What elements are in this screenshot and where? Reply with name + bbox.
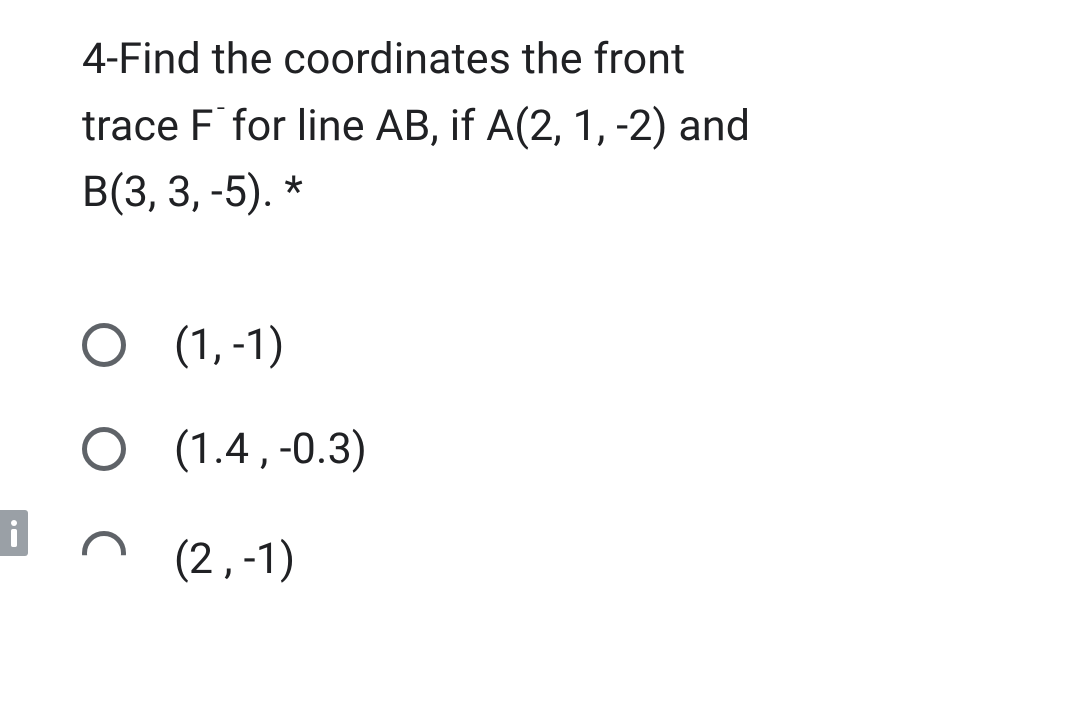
- option-3[interactable]: (2 , -1): [82, 528, 1002, 578]
- important-chip[interactable]: [0, 510, 28, 556]
- form-question-page: 4-Find the coordinates the front trace F…: [0, 0, 1080, 707]
- question-block: 4-Find the coordinates the front trace F…: [82, 26, 1002, 226]
- option-label: (2 , -1): [174, 534, 295, 584]
- radio-icon: [82, 531, 126, 575]
- option-2[interactable]: (1.4 , -0.3): [82, 424, 1002, 474]
- exclamation-bar-icon: [11, 529, 17, 547]
- options-group: (1, -1) (1.4 , -0.3) (2 , -1): [82, 320, 1002, 578]
- option-1[interactable]: (1, -1): [82, 320, 1002, 370]
- question-text: 4-Find the coordinates the front trace F…: [82, 26, 1002, 226]
- radio-icon: [82, 427, 126, 471]
- option-label: (1, -1): [174, 320, 284, 370]
- exclamation-dot-icon: [11, 520, 17, 526]
- required-mark: *: [284, 167, 303, 217]
- question-line-1: 4-Find the coordinates the front: [82, 34, 685, 84]
- radio-icon: [82, 323, 126, 367]
- question-line-2-rest: for line AB, if A(2, 1, -2) and: [221, 101, 750, 151]
- question-line-2-prefix: trace F: [82, 101, 214, 151]
- option-label: (1.4 , -0.3): [174, 424, 367, 474]
- question-line-3: B(3, 3, -5).: [82, 167, 284, 217]
- question-sup: ̄: [214, 101, 221, 131]
